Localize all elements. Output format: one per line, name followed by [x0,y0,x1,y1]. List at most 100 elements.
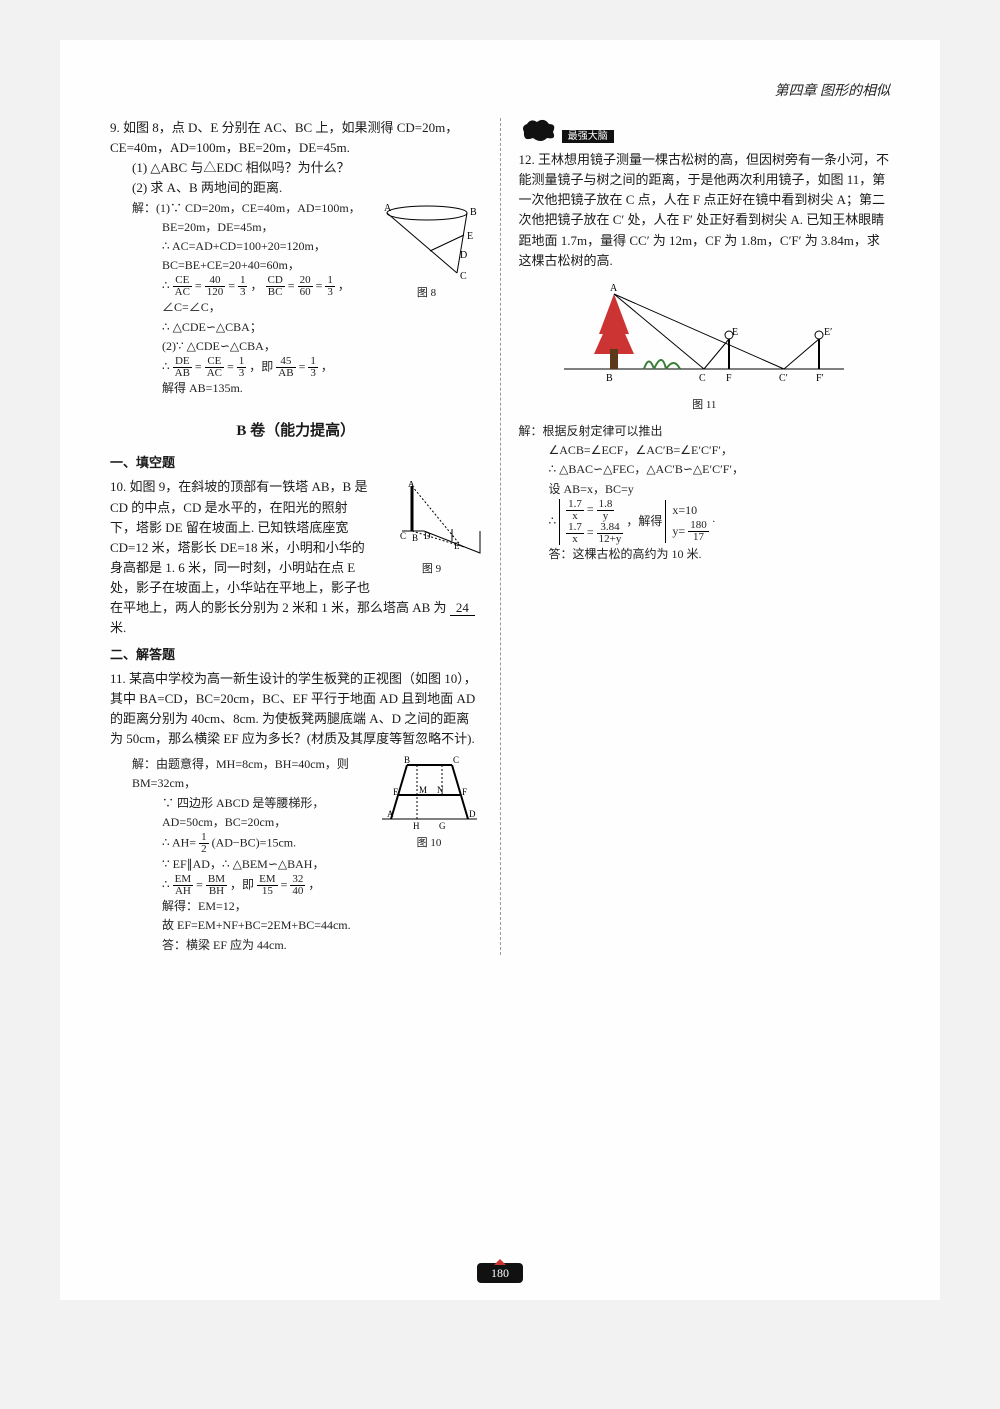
text: = [281,877,288,891]
svg-text:C′: C′ [779,373,788,384]
page-number: 180 [477,1264,523,1282]
q11-sol-e: ∵ EF∥AD，∴ △BEM∽△BAH， [132,855,482,874]
q11-figure-label: 图 10 [377,835,482,852]
denom: 120 [205,287,226,298]
q11-figure: B C A D E F M N H G 图 10 [377,755,482,852]
columns: 9. 如图 8，点 D、E 分别在 AC、BC 上，如果测得 CD=20m，CE… [110,118,890,955]
left-column: 9. 如图 8，点 D、E 分别在 AC、BC 上，如果测得 CD=20m，CE… [110,118,482,955]
denom: AH [173,886,194,897]
svg-text:D: D [424,531,431,541]
q12-figure-svg: A B C F E C′ F′ E′ [554,279,854,389]
denom: 15 [257,886,278,897]
q11-sol-i: 答：横梁 EF 应为 44cm. [132,936,482,955]
svg-text:M: M [419,785,427,795]
sub1-title: 一、填空题 [110,453,482,473]
q9-sol2a: (2)∵ △CDE∽△CBA， [132,337,482,356]
svg-text:A: A [384,203,392,214]
svg-text:C: C [453,755,459,765]
svg-text:E′: E′ [824,327,832,338]
brain-icon [519,118,559,144]
q9-sol1a: (1)∵ CD=20m，CE=40m，AD=100m， [156,201,361,215]
numer: 1.7 [566,522,584,534]
q12-sol-label: 解： [519,424,543,438]
q11-sol-label: 解： [132,757,156,771]
svg-text:F: F [462,787,467,797]
svg-text:E: E [467,231,473,242]
q12-sol-b: ∠ACB=∠ECF，∠AC′B=∠E′C′F′， [519,441,891,460]
text: = [196,877,203,891]
svg-text:C: C [699,373,706,384]
svg-text:B: B [470,207,477,218]
q10-figure: A C B D E 图 9 [382,481,482,578]
text: = [299,359,306,373]
svg-text:B: B [404,755,410,765]
section-b-title: B 卷（能力提高） [110,420,482,443]
q9-stem: 如图 8，点 D、E 分别在 AC、BC 上，如果测得 CD=20m，CE=40… [110,120,458,155]
denom: 3 [308,368,318,379]
denom: 40 [290,886,305,897]
text: ， [308,877,320,891]
q12-sol-a: 根据反射定律可以推出 [543,424,663,438]
text: = [227,359,234,373]
q12-system: ∴ 1.7x = 1.8y 1.7x = 3.8412+y [519,499,891,545]
q9-figure-svg: A B E D C [372,203,482,283]
text: ， [321,359,333,373]
text: = [288,279,295,293]
q9-figure-label: 图 8 [372,285,482,302]
q9-figure: A B E D C 图 8 [372,203,482,302]
q11-number: 11. [110,671,126,686]
numer: 1.7 [566,499,584,511]
q12-stem: 王林想用镜子测量一棵古松树的高，但因树旁有一条小河，不能测量镜子与树之间的距离，… [519,152,890,268]
text: ∴ [162,279,170,293]
text: = [228,279,235,293]
q11-figure-svg: B C A D E F M N H G [377,755,482,833]
svg-text:N: N [437,785,444,795]
q10-figure-label: 图 9 [382,561,482,578]
svg-text:C: C [460,271,467,282]
text: · [712,514,716,528]
denom: BH [206,886,227,897]
svg-text:E: E [393,787,399,797]
q12-sol-c: ∴ △BAC∽△FEC，△AC′B∽△E′C′F′， [519,460,891,479]
denom: 12+y [597,534,624,545]
q11-sol-a: 由题意得，MH=8cm，BH=40cm，则 BM=32cm， [132,757,349,790]
chapter-header: 第四章 图形的相似 [110,80,890,100]
text: y= [672,524,685,538]
q9-number: 9. [110,120,120,135]
text: ，即 [249,359,273,373]
q11-stem: 某高中学校为高一新生设计的学生板凳的正视图（如图 10），其中 BA=CD，BC… [110,671,477,746]
text: = [195,359,202,373]
q12-solution: 解：根据反射定律可以推出 ∠ACB=∠ECF，∠AC′B=∠E′C′F′， ∴ … [519,422,891,564]
numer: 3.84 [597,522,624,534]
q9: 9. 如图 8，点 D、E 分别在 AC、BC 上，如果测得 CD=20m，CE… [110,118,482,398]
brain-label: 最强大脑 [562,130,614,143]
q9-sol-label: 解： [132,201,156,215]
q12-figure-label: 图 11 [519,397,891,414]
svg-text:B: B [412,533,418,543]
denom: AC [173,287,192,298]
denom: 60 [298,287,313,298]
denom: x [566,534,584,545]
brain-badge: 最强大脑 [519,118,614,144]
svg-text:A: A [610,283,618,294]
text: ∴ AH= [162,835,196,849]
q10-number: 10. [110,479,126,494]
q12-sol-d: 设 AB=x，BC=y [519,480,891,499]
svg-text:C: C [400,531,406,541]
text: ， [250,279,262,293]
q12: 12. 王林想用镜子测量一棵古松树的高，但因树旁有一条小河，不能测量镜子与树之间… [519,150,891,564]
q9-part2: (2) 求 A、B 两地间的距离. [110,178,482,198]
text: x=10 [672,503,697,517]
text: ，解得 [626,514,662,528]
text: ∴ [162,877,170,891]
page-number-value: 180 [477,1263,523,1283]
svg-text:E: E [732,327,738,338]
text: ，即 [230,877,254,891]
denom: 3 [238,287,248,298]
svg-text:B: B [606,373,613,384]
denom: 3 [237,368,247,379]
denom: AB [276,368,295,379]
svg-text:E: E [454,541,460,551]
svg-text:D: D [469,809,476,819]
numer: 1.8 [597,499,615,511]
